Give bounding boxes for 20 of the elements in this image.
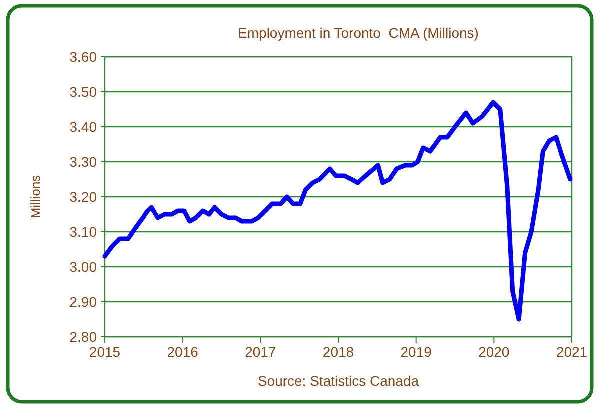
y-tick-label: 3.50 (70, 84, 98, 100)
x-tick-label: 2016 (167, 344, 199, 360)
y-tick-label: 3.40 (70, 118, 98, 135)
x-tick-label: 2020 (478, 344, 510, 360)
x-tick-label: 2021 (556, 344, 588, 360)
y-axis-title: Millions (28, 174, 43, 219)
x-tick-label: 2018 (322, 344, 354, 360)
x-tick-label: 2015 (89, 344, 121, 360)
y-tick-label: 3.00 (70, 258, 98, 275)
source-note: Source: Statistics Canada (258, 373, 420, 389)
y-tick-label: 2.90 (70, 294, 98, 310)
y-tick-label: 3.10 (70, 224, 98, 240)
x-tick-label: 2017 (245, 344, 276, 360)
y-tick-label: 3.20 (70, 188, 98, 205)
chart-title: Employment in Toronto CMA (Millions) (238, 25, 479, 41)
y-tick-label: 2.80 (70, 328, 98, 345)
y-tick-label: 3.30 (70, 154, 98, 170)
y-tick-label: 3.60 (70, 48, 98, 65)
line-series (102, 100, 573, 322)
x-tick-label: 2019 (400, 344, 432, 360)
